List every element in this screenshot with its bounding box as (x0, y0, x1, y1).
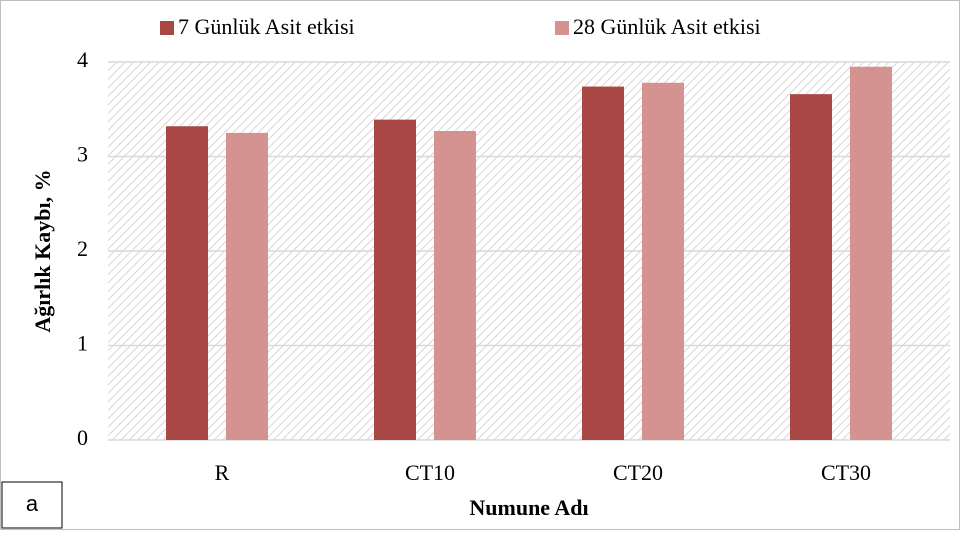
x-tick-label: R (215, 460, 230, 485)
x-tick-label: CT20 (613, 460, 663, 485)
x-tick-label: CT30 (821, 460, 871, 485)
y-tick-label: 0 (77, 425, 88, 450)
y-tick-label: 1 (77, 331, 88, 356)
bar (434, 130, 476, 441)
y-tick-label: 4 (77, 47, 88, 72)
y-tick-label: 3 (77, 142, 88, 167)
legend-label: 28 Günlük Asit etkisi (573, 14, 761, 39)
y-tick-label: 2 (77, 236, 88, 261)
bar (790, 94, 832, 440)
bar (166, 126, 208, 440)
bar (642, 82, 684, 440)
bar (850, 66, 892, 440)
x-axis-title: Numune Adı (469, 495, 588, 520)
bar (226, 132, 268, 440)
legend-swatch (160, 21, 174, 35)
x-tick-label: CT10 (405, 460, 455, 485)
y-axis-title: Ağırlık Kaybı, % (30, 169, 55, 332)
legend-label: 7 Günlük Asit etkisi (178, 14, 355, 39)
annotation: a (26, 491, 39, 516)
annotation-box (1, 481, 63, 529)
legend-swatch (555, 21, 569, 35)
bar (374, 119, 416, 441)
bar (582, 86, 624, 440)
